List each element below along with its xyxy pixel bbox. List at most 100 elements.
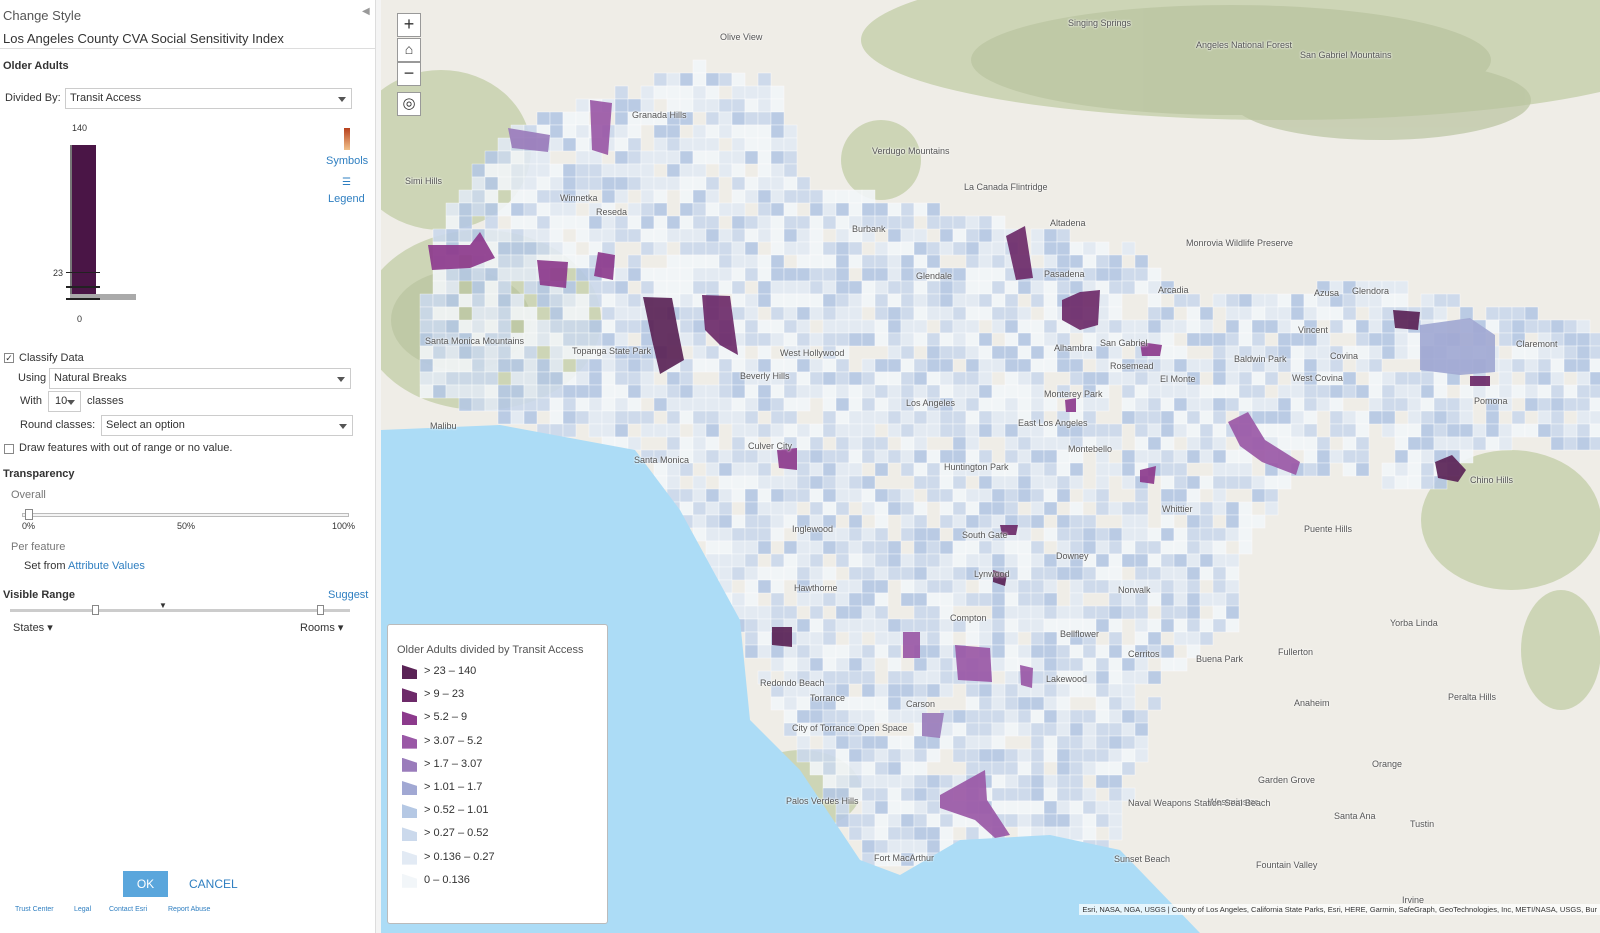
tract [796, 462, 811, 477]
tract [757, 605, 772, 620]
tract [770, 228, 785, 243]
tract [1004, 579, 1019, 594]
slider-thumb[interactable] [317, 605, 324, 615]
suggest-link[interactable]: Suggest [328, 589, 369, 601]
tract [874, 579, 889, 594]
symbols-link[interactable]: Symbols [326, 155, 369, 167]
tract [1017, 397, 1032, 412]
tract [770, 150, 785, 165]
tract [822, 592, 837, 607]
place-label: Buena Park [1196, 654, 1244, 664]
tract [861, 475, 876, 490]
tract [1420, 293, 1435, 308]
symbols-icon[interactable] [344, 128, 350, 150]
tract [692, 228, 707, 243]
tract [523, 319, 538, 334]
tract [1043, 592, 1058, 607]
round-select[interactable]: Select an option [101, 415, 353, 436]
ok-button[interactable]: OK [123, 871, 168, 897]
transparency-slider[interactable] [22, 513, 349, 517]
tract [913, 579, 928, 594]
tract [900, 280, 915, 295]
tract [692, 267, 707, 282]
range-min-select[interactable]: States ▾ [13, 622, 53, 634]
tract [1355, 319, 1370, 334]
tract [861, 488, 876, 503]
range-slider[interactable] [10, 609, 350, 612]
tract [1277, 306, 1292, 321]
footer-link[interactable]: Legal [74, 906, 92, 913]
tract [549, 332, 564, 347]
tract [900, 514, 915, 529]
home-button[interactable]: ⌂ [397, 38, 421, 62]
collapse-button[interactable]: ◀ [362, 6, 370, 17]
tract [1433, 384, 1448, 399]
zoom-in-button[interactable]: + [397, 13, 421, 37]
tract [705, 150, 720, 165]
tract [640, 371, 655, 386]
tract [861, 605, 876, 620]
footer-link[interactable]: Trust Center [15, 906, 54, 913]
legend-icon[interactable]: ☰ [342, 177, 351, 188]
place-label: Singing Springs [1068, 18, 1132, 28]
tract [536, 163, 551, 178]
tract [757, 124, 772, 139]
tract [679, 436, 694, 451]
tract [1173, 540, 1188, 555]
tract [1134, 319, 1149, 334]
tract [913, 670, 928, 685]
tract [731, 254, 746, 269]
tract [809, 605, 824, 620]
tract [705, 267, 720, 282]
tract [744, 293, 759, 308]
tract [1355, 384, 1370, 399]
zoom-out-button[interactable]: − [397, 62, 421, 86]
tract [653, 176, 668, 191]
tract [952, 280, 967, 295]
tract [1264, 488, 1279, 503]
histogram-handle[interactable] [66, 272, 100, 273]
histogram-handle[interactable] [66, 286, 100, 300]
slider-thumb[interactable] [92, 605, 99, 615]
classes-spinner[interactable]: 10 [48, 391, 81, 412]
tract [497, 267, 512, 282]
tract [939, 306, 954, 321]
tract [874, 384, 889, 399]
tract [523, 241, 538, 256]
cancel-button[interactable]: CANCEL [189, 877, 238, 891]
tract [536, 332, 551, 347]
tract [1004, 709, 1019, 724]
tract [952, 475, 967, 490]
tract [1251, 293, 1266, 308]
slider-thumb[interactable] [25, 509, 33, 520]
tract [1017, 280, 1032, 295]
legend-link[interactable]: Legend [328, 193, 365, 205]
footer-link[interactable]: Contact Esri [109, 906, 148, 913]
method-select[interactable]: Natural Breaks [49, 368, 351, 389]
range-max-select[interactable]: Rooms ▾ [300, 622, 344, 634]
tract [679, 215, 694, 230]
locate-button[interactable]: ◎ [397, 92, 421, 116]
tract [861, 189, 876, 204]
divided-by-select[interactable]: Transit Access [65, 88, 352, 109]
out-of-range-checkbox[interactable] [4, 444, 14, 454]
tract [913, 228, 928, 243]
tract [822, 644, 837, 659]
tract [1160, 527, 1175, 542]
map[interactable]: Olive View Granada Hills Simi Hills Winnetk… [381, 0, 1600, 933]
tract [926, 527, 941, 542]
splitter[interactable] [376, 0, 381, 933]
classify-checkbox[interactable]: ✓ [4, 353, 14, 363]
tract [1030, 241, 1045, 256]
tract [1238, 501, 1253, 516]
tract [887, 553, 902, 568]
attribute-values-link[interactable]: Attribute Values [68, 560, 145, 572]
tract [978, 748, 993, 763]
footer-link[interactable]: Report Abuse [168, 906, 211, 913]
tract [1368, 306, 1383, 321]
tract [601, 384, 616, 399]
tract [952, 592, 967, 607]
tract [835, 670, 850, 685]
tract [627, 306, 642, 321]
tract [1004, 540, 1019, 555]
